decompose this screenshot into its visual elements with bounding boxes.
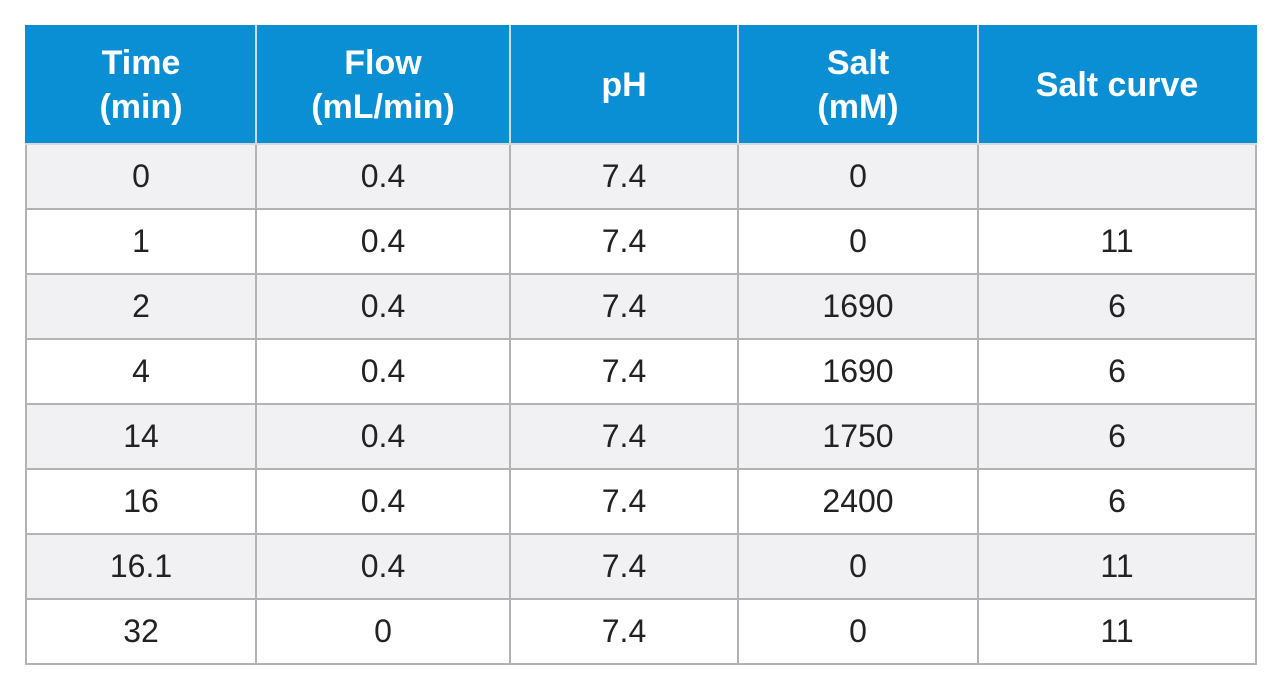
header-text: pH bbox=[601, 66, 647, 104]
table-cell: 32 bbox=[25, 598, 257, 665]
table-cell: 6 bbox=[977, 273, 1257, 340]
table-header: Time (min) Flow (mL/min) pH Salt (mM) Salt curv… bbox=[25, 25, 1257, 145]
table-cell: 1690 bbox=[737, 273, 979, 340]
table-cell: 7.4 bbox=[509, 403, 739, 470]
table-row: 2 0.4 7.4 1690 6 bbox=[25, 273, 1257, 340]
table-cell: 0 bbox=[737, 143, 979, 210]
table-cell: 0.4 bbox=[255, 468, 511, 535]
header-text: Time bbox=[101, 44, 181, 82]
table-cell: 7.4 bbox=[509, 273, 739, 340]
header-text: (mM) bbox=[817, 88, 899, 126]
header-row: Time (min) Flow (mL/min) pH Salt (mM) Salt curv… bbox=[25, 25, 1257, 145]
table-cell: 0.4 bbox=[255, 273, 511, 340]
table-cell: 0 bbox=[25, 143, 257, 210]
header-text: (mL/min) bbox=[311, 88, 455, 126]
table-cell: 0.4 bbox=[255, 143, 511, 210]
table-row: 4 0.4 7.4 1690 6 bbox=[25, 338, 1257, 405]
table-cell: 0 bbox=[255, 598, 511, 665]
column-header: pH bbox=[509, 25, 739, 145]
table-body: 0 0.4 7.4 0 1 0.4 7.4 0 11 2 0.4 7.4 1690 6 4 0.4 7.4 169… bbox=[25, 143, 1257, 665]
table-cell: 7.4 bbox=[509, 598, 739, 665]
column-header: Salt (mM) bbox=[737, 25, 979, 145]
table-cell: 11 bbox=[977, 598, 1257, 665]
table-cell: 6 bbox=[977, 338, 1257, 405]
table-cell: 1690 bbox=[737, 338, 979, 405]
header-text: Salt bbox=[826, 44, 890, 82]
table-cell: 7.4 bbox=[509, 468, 739, 535]
table-row: 32 0 7.4 0 11 bbox=[25, 598, 1257, 665]
column-header: Flow (mL/min) bbox=[255, 25, 511, 145]
table-cell: 16 bbox=[25, 468, 257, 535]
table-cell: 0.4 bbox=[255, 208, 511, 275]
header-text: Flow bbox=[344, 44, 422, 82]
table-cell: 0 bbox=[737, 208, 979, 275]
table-cell: 11 bbox=[977, 208, 1257, 275]
table-row: 16.1 0.4 7.4 0 11 bbox=[25, 533, 1257, 600]
table-cell: 6 bbox=[977, 403, 1257, 470]
table-cell: 0 bbox=[737, 533, 979, 600]
gradient-table: Time (min) Flow (mL/min) pH Salt (mM) Salt curv… bbox=[25, 25, 1257, 665]
table-row: 0 0.4 7.4 0 bbox=[25, 143, 1257, 210]
column-header: Time (min) bbox=[25, 25, 257, 145]
table-cell: 2 bbox=[25, 273, 257, 340]
table-row: 1 0.4 7.4 0 11 bbox=[25, 208, 1257, 275]
table-cell: 0.4 bbox=[255, 533, 511, 600]
table-cell: 0.4 bbox=[255, 403, 511, 470]
table-cell: 0.4 bbox=[255, 338, 511, 405]
table-cell: 14 bbox=[25, 403, 257, 470]
table-cell: 1750 bbox=[737, 403, 979, 470]
table-row: 14 0.4 7.4 1750 6 bbox=[25, 403, 1257, 470]
table-cell: 7.4 bbox=[509, 208, 739, 275]
table-cell bbox=[977, 143, 1257, 210]
table-row: 16 0.4 7.4 2400 6 bbox=[25, 468, 1257, 535]
table-cell: 7.4 bbox=[509, 143, 739, 210]
column-header: Salt curve bbox=[977, 25, 1257, 145]
table-cell: 1 bbox=[25, 208, 257, 275]
table-cell: 7.4 bbox=[509, 533, 739, 600]
table-cell: 4 bbox=[25, 338, 257, 405]
table-cell: 16.1 bbox=[25, 533, 257, 600]
table-cell: 6 bbox=[977, 468, 1257, 535]
table-cell: 7.4 bbox=[509, 338, 739, 405]
header-text: (min) bbox=[99, 88, 183, 126]
header-text: Salt curve bbox=[1035, 66, 1199, 104]
table-cell: 0 bbox=[737, 598, 979, 665]
table-cell: 11 bbox=[977, 533, 1257, 600]
table-cell: 2400 bbox=[737, 468, 979, 535]
